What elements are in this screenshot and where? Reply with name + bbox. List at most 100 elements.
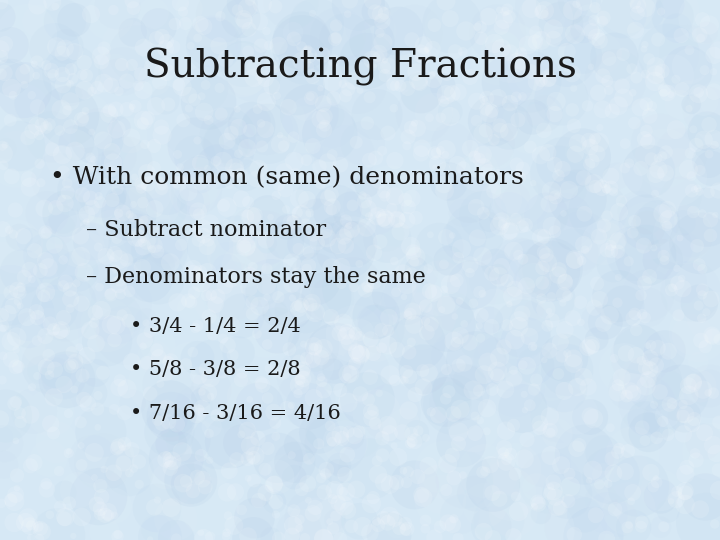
Point: [414, 299, 426, 307]
Point: [384, 429, 395, 437]
Point: [551, 503, 562, 511]
Point: [500, 385, 511, 394]
Point: [127, 4, 139, 12]
Point: [563, 186, 575, 194]
Point: [459, 359, 470, 368]
Point: [513, 507, 524, 516]
Point: [96, 492, 107, 501]
Point: [171, 420, 183, 429]
Point: [40, 252, 52, 261]
Point: [153, 353, 165, 361]
Point: [248, 73, 260, 82]
Point: [28, 407, 40, 415]
Point: [628, 314, 639, 322]
Point: [14, 233, 25, 241]
Point: [57, 70, 68, 79]
Point: [432, 160, 444, 168]
Point: [639, 436, 651, 445]
Point: [326, 295, 338, 303]
Point: [626, 65, 638, 73]
Point: [325, 263, 337, 272]
Point: [627, 228, 639, 237]
Point: [328, 524, 339, 532]
Point: [310, 345, 321, 353]
Point: [553, 171, 564, 180]
Point: [312, 239, 323, 247]
Point: [253, 402, 265, 411]
Point: [367, 316, 379, 325]
Point: [408, 320, 420, 329]
Point: [195, 278, 207, 287]
Point: [426, 408, 437, 416]
Point: [545, 482, 557, 491]
Point: [102, 321, 113, 329]
Point: [354, 427, 365, 436]
Point: [124, 287, 135, 296]
Point: [635, 522, 647, 531]
Point: [452, 534, 464, 540]
Point: [662, 347, 674, 355]
Point: [377, 451, 388, 460]
Point: [270, 369, 282, 378]
Point: [706, 164, 717, 173]
Point: [616, 373, 628, 382]
Point: [579, 450, 590, 459]
Point: [440, 150, 451, 159]
Point: [315, 474, 327, 482]
Point: [510, 383, 521, 392]
Point: [10, 397, 22, 406]
Point: [558, 384, 570, 393]
Point: [572, 383, 583, 391]
Point: [442, 518, 454, 527]
Point: [296, 41, 307, 50]
Point: [689, 449, 701, 458]
Point: [403, 406, 415, 415]
Point: [127, 0, 138, 5]
Point: [521, 339, 532, 347]
Point: [294, 515, 305, 524]
Point: [492, 372, 503, 380]
Point: [639, 70, 651, 78]
Point: [382, 129, 394, 138]
Point: [121, 105, 132, 113]
Point: [460, 26, 472, 35]
Point: [303, 63, 315, 71]
Point: [4, 291, 16, 300]
Point: [350, 347, 361, 356]
Point: [220, 394, 232, 402]
Point: [293, 304, 305, 313]
Point: [305, 300, 316, 309]
Point: [145, 166, 157, 174]
Point: [342, 506, 354, 515]
Point: [557, 159, 569, 168]
Point: [18, 86, 30, 94]
Point: [58, 373, 69, 381]
Point: [109, 405, 120, 414]
Point: [261, 265, 273, 273]
Point: [260, 325, 271, 333]
Point: [166, 440, 177, 448]
Point: [501, 456, 513, 464]
Point: [112, 530, 124, 539]
Point: [235, 173, 246, 181]
Point: [675, 193, 687, 201]
Point: [628, 249, 639, 258]
Point: [112, 185, 123, 193]
Point: [561, 53, 572, 62]
Point: [579, 246, 590, 254]
Point: [24, 266, 35, 274]
Point: [245, 441, 256, 450]
Point: [505, 48, 517, 57]
Point: [601, 509, 613, 517]
Point: [24, 462, 36, 470]
Point: [706, 312, 717, 321]
Point: [314, 429, 325, 437]
Point: [189, 96, 200, 104]
Point: [126, 60, 138, 69]
Point: [594, 37, 606, 45]
Point: [666, 286, 678, 294]
Point: [261, 97, 272, 106]
Point: [384, 187, 396, 196]
Point: [338, 318, 349, 327]
Point: [217, 201, 229, 210]
